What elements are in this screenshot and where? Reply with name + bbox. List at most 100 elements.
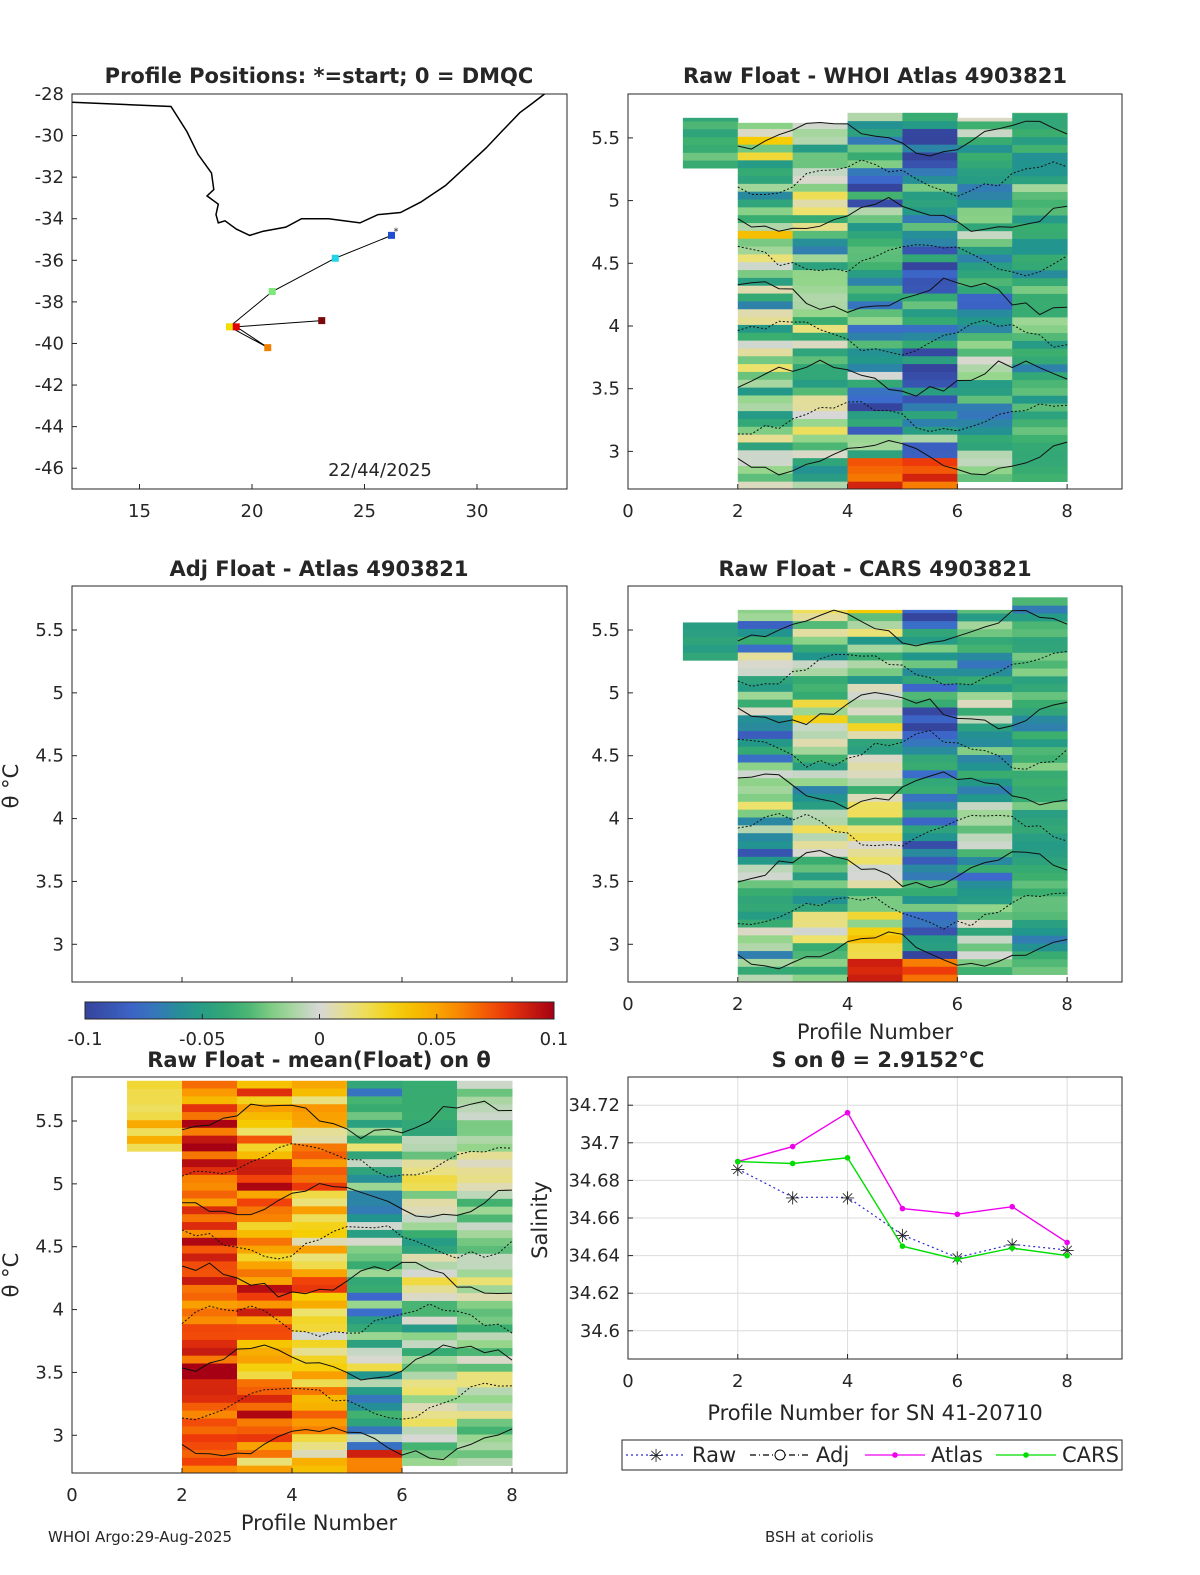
heatmap-cell [292,1402,348,1411]
heatmap-cell [957,410,1013,420]
panel-raw-mean: Raw Float - mean(Float) on θ 0 2 4 6 8 3 3.5 4 4… [0,1048,568,1535]
colorbar-tick-label: 0 [314,1029,325,1050]
heatmap-cell [902,253,958,263]
heatmap-cell [237,1394,293,1403]
heatmap-cell [792,402,849,412]
heatmap-cell [457,1143,513,1152]
heatmap-cell [1012,715,1068,724]
heatmap-cell [237,1425,293,1435]
heatmap-cell [792,379,849,388]
heatmap-cell [737,183,794,192]
series-point-cars [1009,1245,1016,1251]
heatmap-cell [457,1276,513,1286]
heatmap-cell [902,675,958,684]
heatmap-cell [402,1418,458,1427]
heatmap-cell [1012,880,1068,889]
heatmap-cell [402,1394,458,1404]
heatmap-cell [1012,324,1068,334]
heatmap-cell [847,911,903,920]
heatmap-cell [902,612,958,622]
heatmap-cell [737,762,794,771]
heatmap-cell [737,754,794,763]
heatmap-cell [957,136,1013,145]
x-tick-label: 4 [842,501,853,522]
heatmap-cell [457,1229,513,1239]
heatmap-cell [957,230,1013,240]
heatmap-cell [402,1151,458,1160]
heatmap-cell [1012,403,1068,412]
heatmap-cell [1012,316,1068,326]
heatmap-cell [957,316,1013,326]
heatmap-cell [347,1158,403,1168]
heatmap-cell [847,347,903,357]
heatmap-cell [457,1166,513,1176]
footer-left: WHOI Argo:29-Aug-2025 [48,1528,232,1546]
heatmap-cell [792,793,849,802]
heatmap-cell [737,465,794,474]
heatmap-cell [1012,262,1068,271]
heatmap-cell [1012,183,1068,192]
heatmap-cell [457,1135,513,1144]
heatmap-cell [182,1308,238,1317]
y-tick-label: 5 [53,1174,64,1195]
heatmap-cell [737,919,794,928]
heatmap-cell [847,481,903,490]
heatmap-cell [237,1300,293,1309]
heatmap-cell [737,191,794,200]
panel-raw-atlas: Raw Float - WHOI Atlas 4903821 0 2 4 6 8 3 3.5… [591,64,1123,522]
heatmap-cell [182,1088,238,1097]
heatmap-cell [957,332,1013,341]
heatmap-cell [792,636,849,645]
heatmap-cell [902,919,958,928]
heatmap-cell [347,1229,403,1238]
heatmap-cell [957,801,1013,810]
heatmap-cell [902,214,958,224]
heatmap-cell [457,1127,513,1136]
heatmap-cell [347,1166,403,1175]
heatmap-cell [902,183,958,192]
heatmap-cell [347,1418,403,1427]
heatmap-cell [902,887,958,897]
y-tick-label: -46 [35,458,64,479]
raw-point-marker: ✳ [1060,1241,1075,1262]
heatmap-cell [1012,465,1068,475]
salinity-title: S on θ = 2.9152°C [772,1048,985,1072]
heatmap-cell [792,481,849,490]
heatmap-cell [847,191,903,200]
heatmap-cell [347,1174,403,1183]
heatmap-cell [292,1410,348,1419]
heatmap-cell [902,347,958,357]
heatmap-cell [682,636,739,645]
heatmap-cell [737,609,794,614]
x-tick-label: 4 [842,1371,853,1392]
heatmap-cell [737,872,794,881]
series-point-cars [1064,1252,1070,1259]
heatmap-cell [847,151,903,161]
heatmap-cell [957,434,1013,443]
profile-position-marker [226,323,233,331]
x-tick-label: 2 [176,1485,187,1506]
heatmap-cell [402,1426,458,1435]
heatmap-cell [792,754,849,763]
heatmap-cell [182,1103,238,1113]
heatmap-cell [1012,620,1068,630]
heatmap-cell [347,1245,403,1254]
heatmap-cell [402,1441,458,1451]
heatmap-cell [737,683,794,692]
heatmap-cell [847,817,903,826]
heatmap-cell [402,1080,458,1089]
heatmap-cell [237,1315,293,1325]
heatmap-cell [347,1331,403,1340]
heatmap-cell [1012,801,1068,810]
heatmap-cell [902,840,958,849]
heatmap-cell [847,206,903,216]
contour-line [737,277,1068,316]
heatmap-cell [902,628,958,637]
heatmap-cell [737,285,794,294]
heatmap-cell [957,919,1013,928]
raw-mean-plot: 0 2 4 6 8 3 3.5 4 4.5 5 5.5 [35,1076,568,1506]
heatmap-cell [737,261,794,271]
heatmap-cell [792,441,849,451]
heatmap-cell [457,1111,513,1121]
heatmap-cell [847,609,903,614]
